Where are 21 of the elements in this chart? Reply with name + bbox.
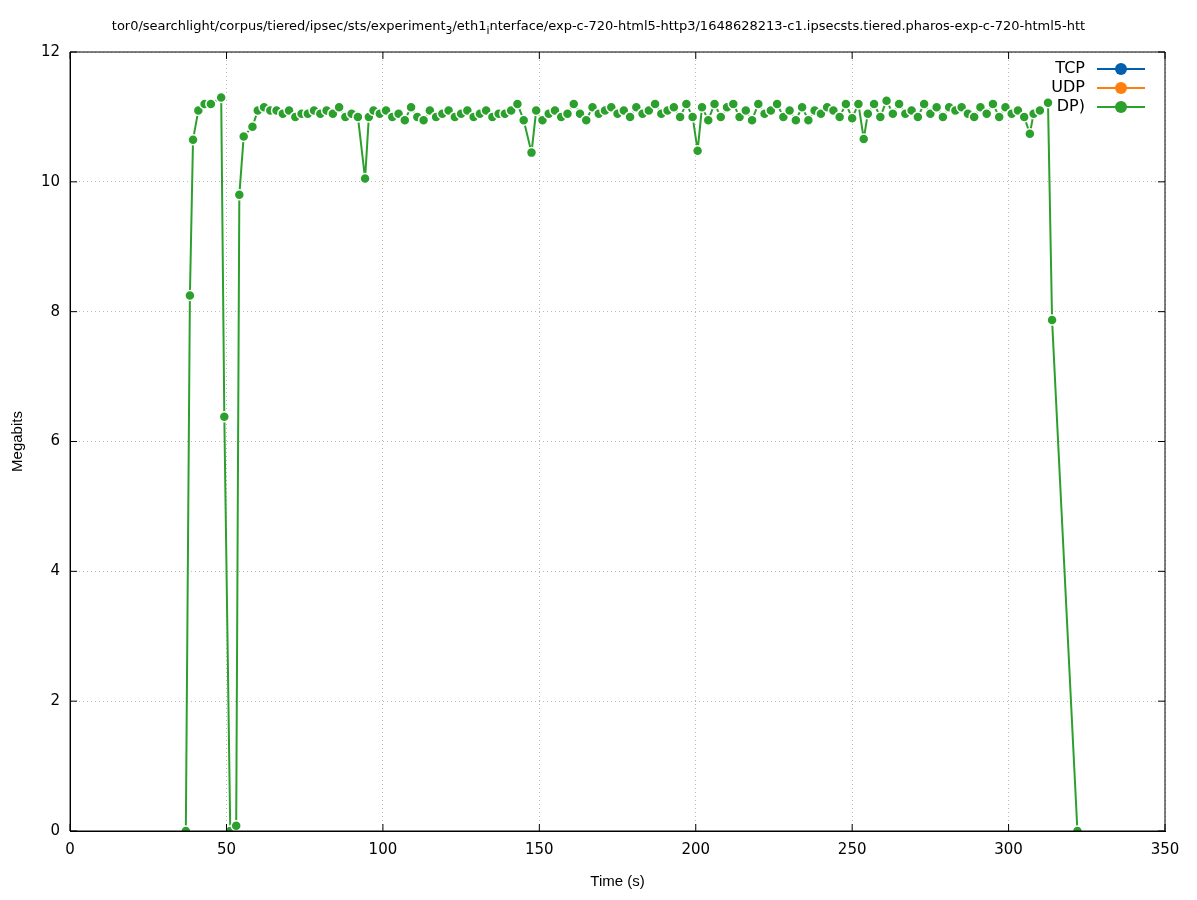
y-tick-label: 4 xyxy=(50,561,61,580)
y-tick-label: 8 xyxy=(50,301,61,320)
y-axis-title: Megabits xyxy=(8,411,26,472)
x-tick-label: 350 xyxy=(1150,839,1180,858)
legend-label: UDP xyxy=(1051,77,1086,97)
x-tick-label: 100 xyxy=(368,839,398,858)
y-tick-label: 10 xyxy=(40,171,61,190)
x-axis-title: Time (s) xyxy=(590,872,645,890)
x-tick-label: 250 xyxy=(837,839,867,858)
y-tick-label: 6 xyxy=(50,431,61,450)
y-tick-label: 12 xyxy=(40,41,61,60)
legend-label: DP) xyxy=(1056,96,1085,116)
x-tick-label: 0 xyxy=(65,839,75,858)
x-tick-label: 200 xyxy=(681,839,711,858)
chart-title: tor0/searchlight/corpus/tiered/ipsec/sts/experiment$_{3}$/eth1$_{i}$nterface/exp-c-720-html5-http3/1648628213-c1.ipsecsts.tiered.pharos-exp-c-720-html5-htt xyxy=(110,18,1087,37)
x-tick-label: 300 xyxy=(994,839,1023,858)
y-tick-label: 0 xyxy=(50,820,61,839)
legend-label: TCP xyxy=(1054,58,1086,78)
y-tick-label: 2 xyxy=(50,691,61,710)
x-tick-label: 150 xyxy=(525,839,554,858)
x-tick-label: 50 xyxy=(216,839,237,858)
